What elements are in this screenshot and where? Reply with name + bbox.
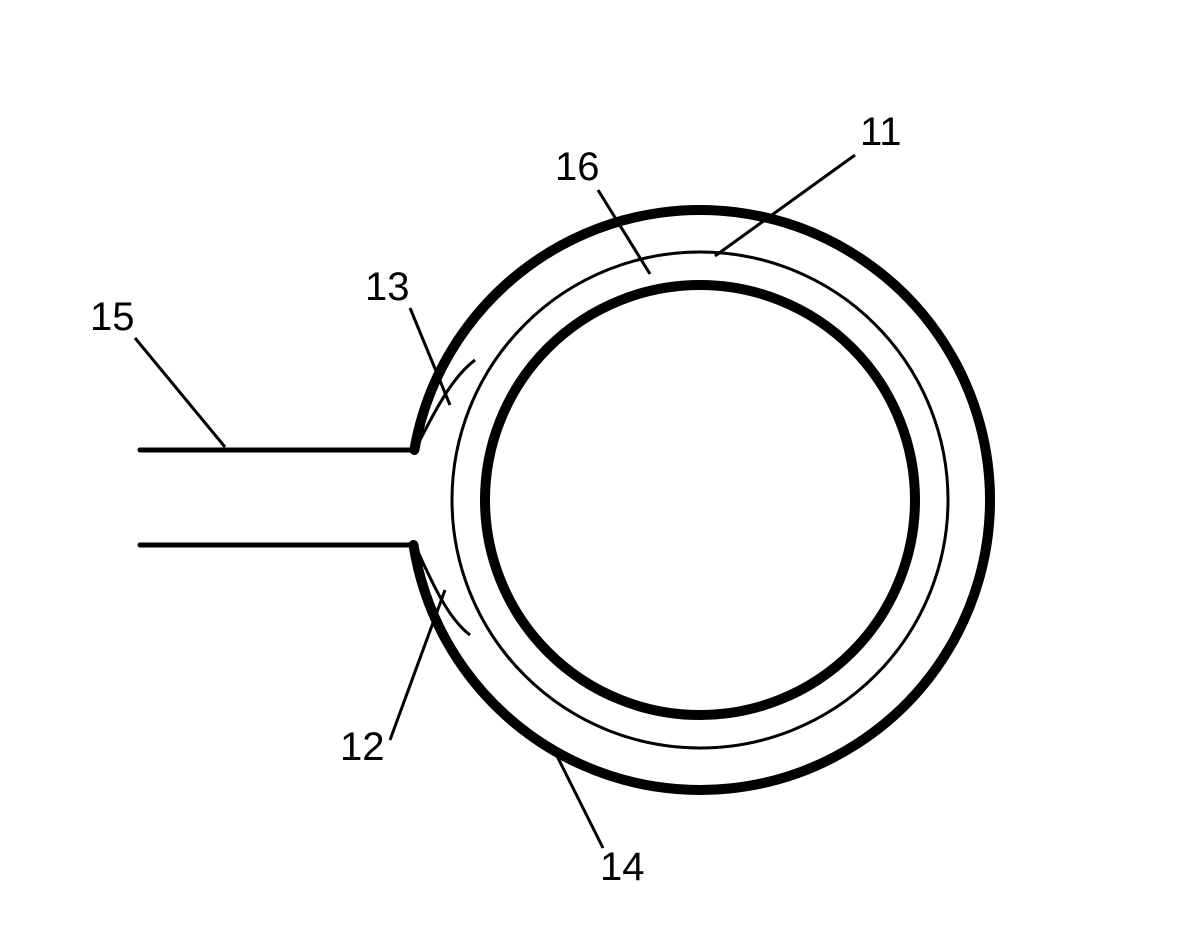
label-15: 15 <box>90 295 135 339</box>
label-16: 16 <box>555 145 600 189</box>
canvas-background <box>0 0 1184 932</box>
label-14: 14 <box>600 845 645 889</box>
label-11: 11 <box>860 110 902 154</box>
label-12: 12 <box>340 725 385 769</box>
label-13: 13 <box>365 265 410 309</box>
